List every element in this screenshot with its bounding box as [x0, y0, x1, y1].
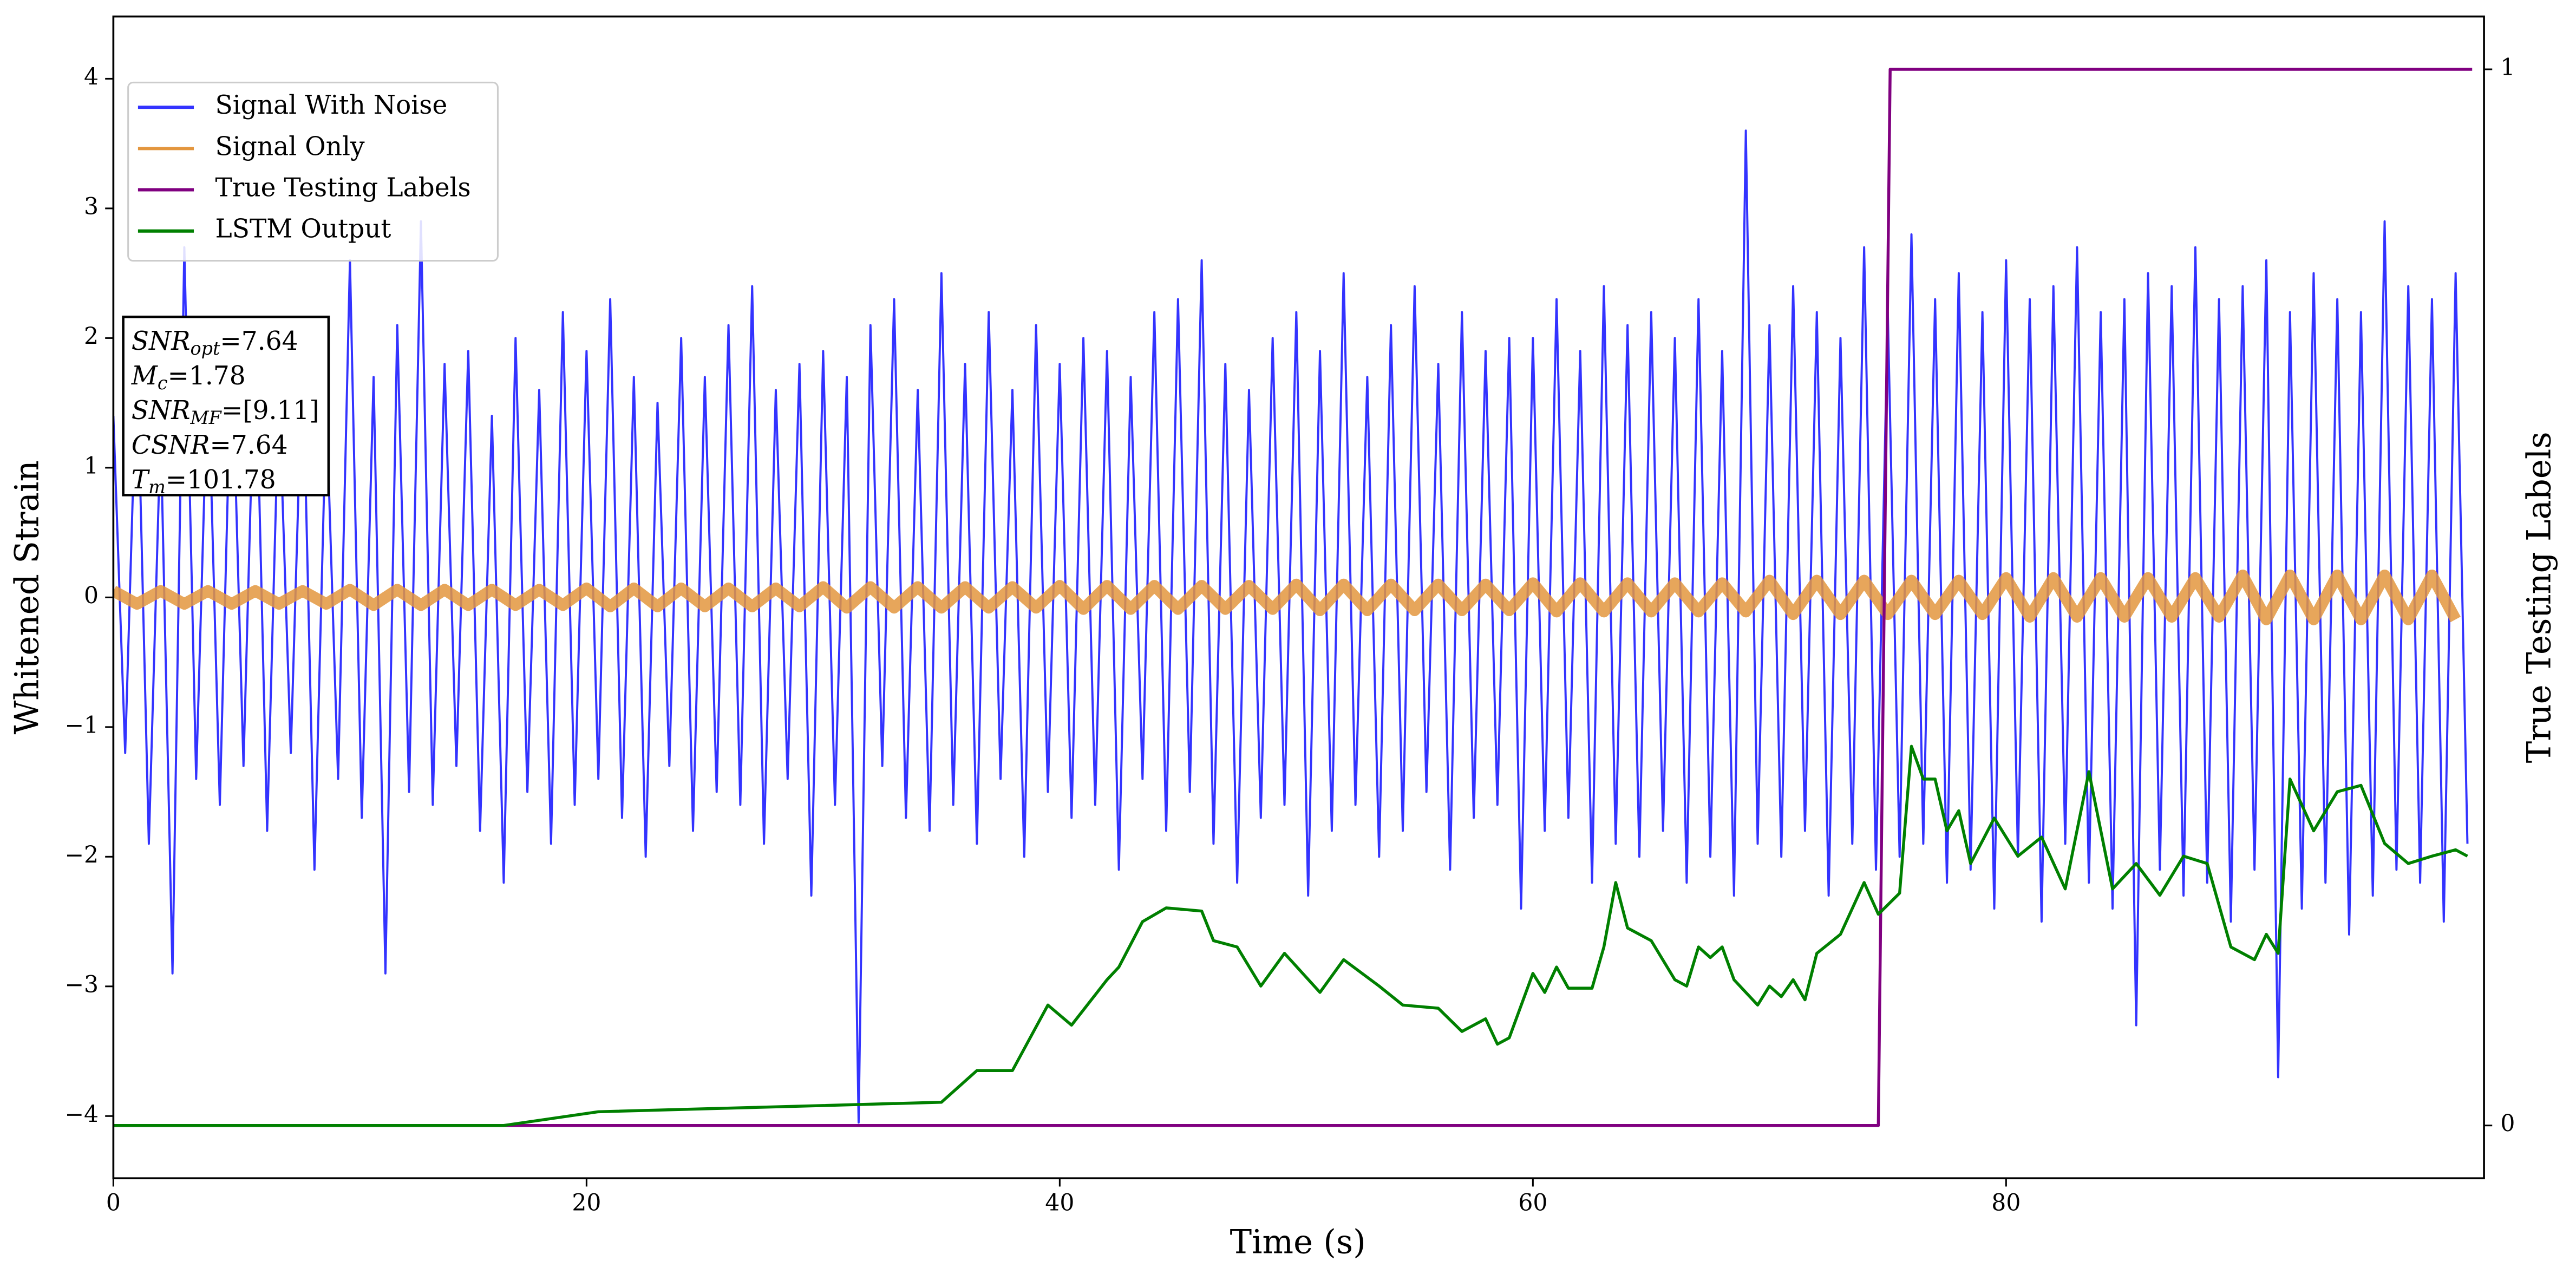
annotation-line: Mc=1.78	[131, 361, 246, 394]
annotation-main: SNR	[132, 326, 191, 356]
annotation-line: SNRopt=7.64	[132, 326, 298, 359]
annotation-sub: MF	[190, 407, 223, 428]
y-tick-label: 1	[84, 453, 99, 480]
y-tick-label: −3	[64, 971, 99, 998]
annotation-line: Tm=101.78	[132, 465, 276, 498]
series-line	[113, 68, 2473, 1127]
y-tick-label: 4	[84, 63, 99, 90]
y-tick-label: −4	[64, 1101, 99, 1128]
y-tick-label: 2	[84, 323, 99, 350]
annotation-sub: m	[148, 476, 166, 498]
annotation-text: =7.64	[210, 430, 287, 460]
annotation-text: =1.78	[168, 361, 246, 391]
annotation-main: T	[132, 465, 151, 495]
annotation-line: SNRMF=[9.11]	[132, 396, 319, 428]
y2-tick-label: 0	[2500, 1110, 2515, 1138]
annotation-main: SNR	[132, 396, 191, 426]
annotation-sub: c	[158, 373, 168, 394]
y-tick-label: 0	[84, 582, 99, 609]
legend: Signal With Noise Signal Only True Testing…	[127, 81, 499, 262]
annotation-line: CSNR=7.64	[132, 430, 288, 460]
legend-label: Signal Only	[215, 132, 365, 161]
x-tick-label: 20	[572, 1190, 601, 1217]
annotation-text: =7.64	[220, 326, 298, 356]
x-tick-label: 40	[1045, 1190, 1074, 1217]
y2-tick-label: 1	[2500, 54, 2515, 81]
annotation-main: CSNR	[132, 430, 210, 460]
y2-axis-label: True Testing Labels	[2520, 432, 2558, 763]
y-tick-label: −1	[64, 712, 99, 739]
y-axis-label: Whitened Strain	[9, 460, 47, 734]
annotation-text: =[9.11]	[221, 396, 319, 426]
plot-area	[113, 68, 2473, 1127]
y-tick-label: −2	[64, 841, 99, 868]
x-tick-label: 60	[1518, 1190, 1547, 1217]
annotation-box	[122, 315, 330, 496]
legend-label: True Testing Labels	[215, 173, 471, 202]
annotation-main: M	[131, 361, 159, 391]
y-tick-label: 3	[84, 193, 99, 220]
series-line	[113, 569, 2461, 625]
x-axis-label: Time (s)	[1230, 1223, 1366, 1261]
legend-label: LSTM Output	[215, 214, 391, 244]
legend-label: Signal With Noise	[215, 90, 448, 120]
series-line	[113, 129, 2469, 1124]
annotation-text: =101.78	[166, 465, 276, 495]
x-tick-label: 0	[106, 1190, 121, 1217]
legend-box	[127, 81, 499, 262]
series-line	[113, 744, 2468, 1127]
x-tick-label: 80	[1991, 1190, 2021, 1217]
annotation-sub: opt	[191, 338, 220, 359]
